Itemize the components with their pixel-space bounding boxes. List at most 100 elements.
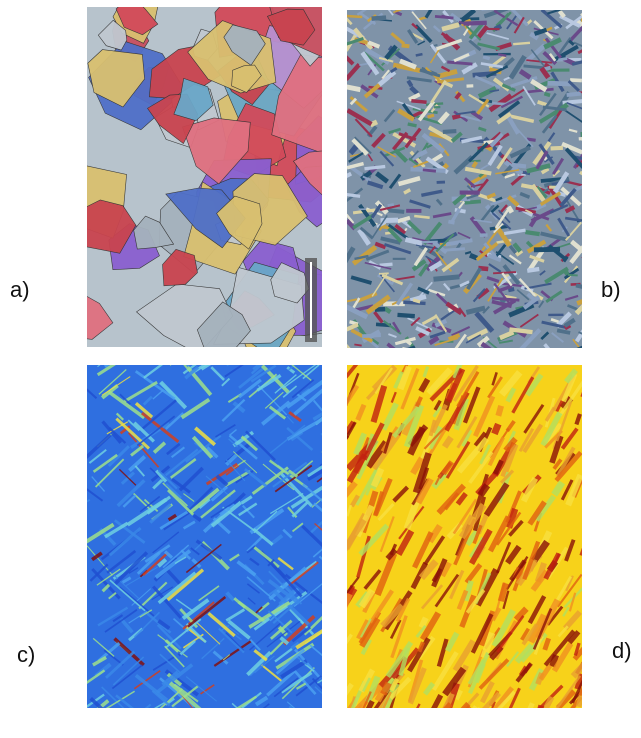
texture (497, 284, 513, 293)
texture (191, 558, 202, 569)
texture (336, 441, 347, 456)
texture (167, 489, 195, 516)
texture (307, 466, 322, 482)
texture (570, 239, 582, 259)
texture (267, 610, 293, 634)
texture (585, 328, 601, 340)
texture (92, 453, 118, 473)
texture (429, 330, 446, 339)
texture (266, 8, 316, 46)
texture (370, 203, 383, 219)
texture (250, 365, 277, 383)
texture (522, 423, 544, 454)
texture (390, 10, 407, 12)
texture (293, 580, 322, 608)
texture (439, 561, 452, 578)
texture (522, 540, 541, 580)
texture (347, 108, 373, 127)
texture (408, 157, 419, 166)
texture (463, 20, 487, 26)
texture (115, 412, 125, 421)
texture (355, 403, 367, 421)
texture (107, 445, 130, 468)
texture (450, 350, 463, 363)
texture (164, 645, 185, 668)
texture (379, 516, 395, 553)
texture (417, 40, 426, 46)
texture (295, 682, 307, 690)
texture (525, 229, 540, 237)
texture (537, 100, 549, 107)
texture (181, 598, 210, 620)
texture (406, 76, 432, 83)
texture (119, 617, 134, 634)
texture (475, 242, 499, 262)
texture (491, 422, 502, 436)
texture (357, 228, 371, 246)
texture (87, 483, 104, 502)
texture (96, 568, 121, 586)
texture (480, 341, 503, 348)
texture (88, 448, 107, 464)
texture (347, 518, 367, 554)
texture (359, 618, 372, 638)
texture (481, 10, 498, 11)
texture (389, 543, 398, 556)
texture (487, 376, 503, 399)
texture (545, 223, 553, 232)
texture (290, 485, 322, 509)
texture (136, 415, 176, 447)
texture (347, 576, 360, 595)
texture (510, 76, 538, 88)
texture (557, 217, 571, 237)
texture (134, 401, 154, 419)
texture (325, 363, 334, 372)
texture (552, 157, 565, 175)
texture (564, 216, 582, 222)
texture (453, 52, 470, 63)
texture (152, 478, 164, 490)
texture (551, 642, 574, 673)
texture (124, 711, 134, 721)
texture (392, 321, 401, 333)
texture (532, 140, 552, 166)
texture (390, 32, 406, 46)
texture (452, 639, 476, 673)
texture (347, 365, 359, 398)
texture (108, 592, 117, 600)
texture (490, 607, 502, 622)
texture (312, 399, 322, 430)
texture (403, 188, 412, 195)
texture (267, 558, 275, 567)
texture (468, 528, 493, 565)
texture (133, 215, 175, 250)
texture (161, 670, 179, 687)
texture (434, 473, 442, 486)
texture (465, 588, 486, 614)
texture (530, 569, 550, 592)
texture (347, 171, 353, 181)
texture (398, 647, 411, 677)
texture (233, 597, 247, 609)
texture (152, 585, 183, 619)
texture (496, 147, 513, 170)
texture (563, 610, 582, 631)
texture (112, 614, 124, 623)
texture (115, 694, 142, 708)
texture (274, 647, 293, 663)
texture (420, 584, 444, 610)
texture (456, 589, 469, 611)
texture (198, 585, 220, 602)
texture (435, 38, 463, 51)
texture (509, 327, 533, 335)
texture (133, 421, 155, 443)
texture (445, 631, 460, 653)
texture (543, 37, 562, 50)
texture (499, 469, 515, 484)
texture (552, 171, 570, 194)
texture (421, 314, 438, 326)
texture (347, 384, 360, 412)
texture (493, 221, 506, 234)
texture (393, 353, 402, 359)
texture (350, 275, 373, 285)
